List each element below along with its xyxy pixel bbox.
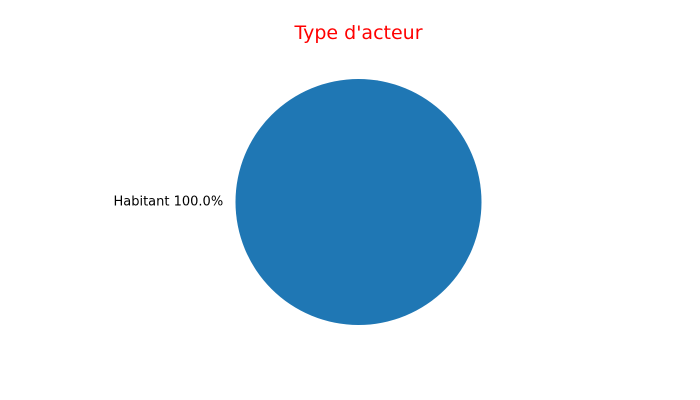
slice-label: Habitant 100.0% xyxy=(113,195,223,210)
pie-labels: Habitant 100.0% xyxy=(113,195,223,210)
pie-slices xyxy=(235,79,482,325)
pie-slice xyxy=(235,79,482,325)
chart-title: Type d'acteur xyxy=(294,22,423,44)
